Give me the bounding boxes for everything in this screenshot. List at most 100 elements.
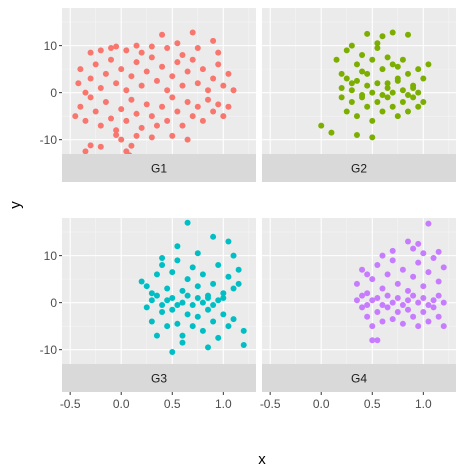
data-point [123, 47, 130, 54]
data-point [379, 318, 386, 325]
data-point [133, 110, 140, 117]
x-tick-label: 0.0 [313, 397, 330, 411]
data-point [220, 113, 227, 120]
data-point [102, 70, 109, 77]
data-point [369, 134, 376, 141]
data-point [359, 92, 366, 98]
data-point [225, 273, 232, 280]
data-point [199, 117, 206, 124]
data-point [410, 313, 417, 320]
data-point [343, 108, 350, 115]
data-point [379, 92, 386, 98]
data-point [379, 66, 386, 73]
data-point [174, 40, 181, 47]
data-point [133, 59, 140, 66]
data-point [338, 84, 345, 91]
data-point [153, 332, 160, 339]
data-point [364, 271, 371, 278]
data-point [118, 106, 125, 113]
data-point [92, 108, 99, 115]
data-point [405, 306, 412, 313]
data-point [148, 297, 155, 304]
data-point [72, 113, 79, 120]
data-point [394, 77, 401, 84]
data-point [215, 334, 222, 341]
data-point [210, 75, 217, 82]
y-axis-title: y [7, 201, 24, 209]
data-point [415, 323, 422, 330]
data-point [230, 87, 237, 94]
data-point [128, 96, 135, 103]
data-point [364, 302, 371, 308]
data-point [210, 280, 217, 287]
data-point [405, 92, 412, 98]
data-point [179, 339, 186, 346]
x-axis-title: x [258, 451, 266, 468]
data-point [405, 108, 412, 115]
data-point [210, 37, 217, 44]
data-point [394, 294, 401, 301]
data-point [159, 254, 166, 261]
x-tick-label: -0.5 [60, 397, 81, 411]
data-point [143, 283, 150, 290]
data-point [133, 42, 140, 49]
axes-layer: 10 0 -10 10 0 -10 -0.5 0.0 0.5 1.0 -0.5 0.0 0.5 1.0 [40, 39, 432, 411]
x-tick-label: -0.5 [260, 397, 281, 411]
data-point [338, 94, 345, 101]
y-tick-label: 0 [50, 296, 57, 310]
data-point [164, 44, 171, 51]
data-point [384, 54, 391, 61]
data-point [159, 302, 166, 308]
data-point [405, 287, 412, 294]
data-point [143, 304, 150, 311]
data-point [159, 31, 166, 38]
data-point [394, 63, 401, 70]
data-point [435, 248, 442, 255]
data-point [153, 122, 160, 129]
data-point [138, 124, 145, 131]
data-point [425, 61, 432, 68]
data-point [399, 266, 406, 273]
data-point [410, 273, 417, 280]
data-point [415, 259, 422, 266]
data-point [215, 49, 222, 56]
data-point [374, 99, 381, 106]
data-point [169, 269, 176, 276]
data-point [410, 245, 417, 252]
data-point [379, 285, 386, 292]
data-point [338, 70, 345, 77]
data-point [415, 89, 422, 96]
data-point [225, 103, 232, 110]
data-point [118, 66, 125, 73]
data-point [379, 108, 386, 115]
data-point [205, 96, 212, 103]
data-point [374, 80, 381, 87]
data-point [394, 309, 401, 316]
data-point [235, 266, 242, 273]
data-point [108, 115, 115, 122]
points-g1 [72, 29, 237, 159]
data-point [420, 250, 427, 257]
data-point [194, 44, 201, 51]
data-point [194, 283, 201, 290]
facet-panel-g1: G1 [62, 8, 256, 182]
data-point [220, 294, 227, 301]
data-point [205, 292, 212, 299]
data-point [415, 66, 422, 73]
y-tick-label: 10 [44, 39, 58, 53]
data-point [164, 285, 171, 292]
data-point [215, 297, 222, 304]
data-point [333, 56, 340, 63]
data-point [353, 297, 360, 304]
data-point [328, 129, 335, 136]
data-point [123, 87, 130, 94]
data-point [148, 290, 155, 297]
data-point [184, 311, 191, 318]
data-point [184, 219, 191, 226]
data-point [194, 103, 201, 110]
data-point [220, 290, 227, 297]
data-point [374, 294, 381, 301]
data-point [364, 82, 371, 89]
data-point [215, 262, 222, 269]
data-point [379, 302, 386, 308]
